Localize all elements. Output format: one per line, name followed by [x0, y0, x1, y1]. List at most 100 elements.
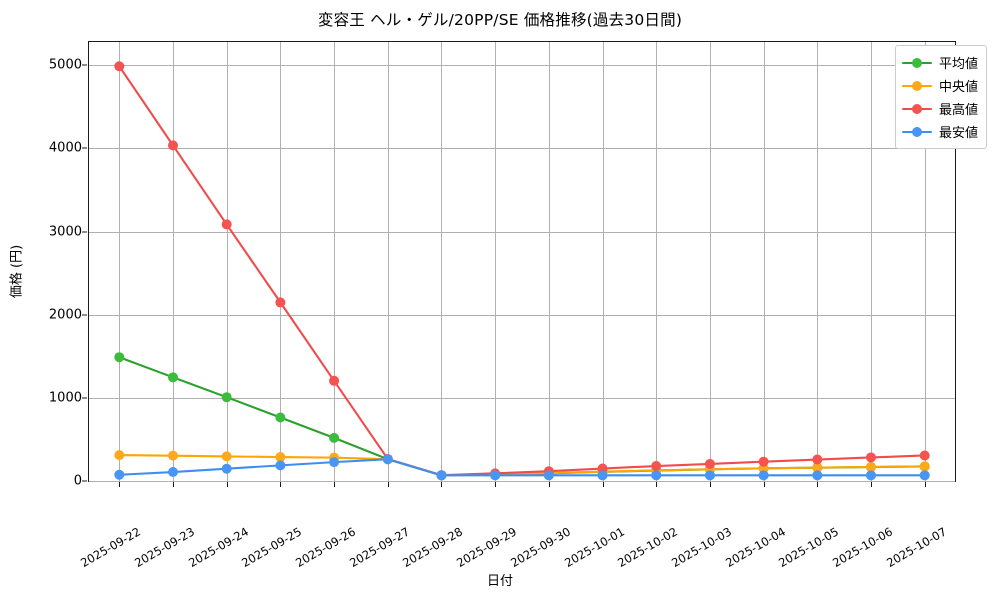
plot-area — [88, 41, 956, 482]
data-point — [543, 470, 554, 481]
data-point — [275, 412, 286, 423]
legend-item-0[interactable]: 平均値 — [901, 51, 978, 74]
data-point — [812, 470, 823, 481]
x-tick-mark — [656, 482, 658, 487]
x-tick-label: 2025-10-07 — [884, 491, 1000, 570]
data-point — [597, 470, 608, 481]
data-point — [704, 470, 715, 481]
gridline-vertical — [870, 42, 872, 481]
legend-item-3[interactable]: 最安値 — [901, 120, 978, 143]
data-point — [114, 469, 125, 480]
data-point — [168, 372, 179, 383]
y-tick-mark — [82, 231, 87, 233]
data-point — [329, 432, 340, 443]
data-point — [436, 470, 447, 481]
y-tick-mark — [82, 397, 87, 399]
data-point — [221, 451, 232, 462]
data-point — [221, 392, 232, 403]
gridline-vertical — [173, 42, 174, 481]
x-tick-mark — [924, 482, 926, 487]
x-tick-mark — [226, 482, 228, 487]
series-line-2 — [118, 65, 926, 477]
legend-swatch-icon — [901, 125, 932, 139]
legend-item-1[interactable]: 中央値 — [901, 74, 978, 97]
legend-swatch-icon — [901, 79, 932, 93]
data-point — [651, 461, 662, 472]
data-point — [865, 470, 876, 481]
x-tick-mark — [387, 482, 389, 487]
series-line-1 — [118, 454, 926, 477]
data-point — [275, 452, 286, 463]
x-tick-mark — [441, 482, 443, 487]
gridline-vertical — [548, 42, 550, 481]
y-axis-label: 価格 (円) — [9, 244, 25, 299]
data-point — [114, 450, 125, 461]
data-point — [812, 454, 823, 465]
data-point — [168, 450, 179, 461]
data-point — [114, 352, 125, 363]
x-tick-mark — [495, 482, 497, 487]
y-tick-label: 5000 — [48, 57, 82, 73]
gridline-horizontal — [89, 481, 955, 482]
gridline-horizontal — [89, 148, 955, 150]
chart-legend: 平均値中央値最高値最安値 — [894, 45, 987, 149]
x-tick-mark — [280, 482, 282, 487]
data-point — [919, 450, 930, 461]
legend-label: 最高値 — [938, 103, 978, 118]
y-tick-mark — [82, 314, 87, 316]
gridline-vertical — [280, 42, 282, 481]
x-tick-mark — [763, 482, 765, 487]
data-point — [758, 470, 769, 481]
data-point — [758, 456, 769, 467]
y-tick-label: 0 — [73, 473, 82, 489]
gridline-horizontal — [89, 314, 955, 316]
x-tick-mark — [870, 482, 872, 487]
data-point — [275, 297, 286, 308]
y-tick-mark — [82, 480, 87, 482]
x-tick-mark — [817, 482, 819, 487]
x-axis: 2025-09-22 2025-09-23 2025-09-24 2025-09-25… — [78, 482, 956, 582]
series-line-0 — [118, 356, 926, 477]
data-point — [865, 452, 876, 463]
data-point — [812, 462, 823, 473]
legend-label: 平均値 — [938, 57, 978, 72]
data-point — [865, 461, 876, 472]
y-tick-label: 4000 — [48, 140, 82, 156]
legend-label: 最安値 — [938, 126, 978, 141]
y-tick-label: 1000 — [48, 390, 82, 406]
data-point — [275, 460, 286, 471]
chart-title: 変容王 ヘル・ゲル/20PP/SE 価格推移(過去30日間) — [317, 11, 683, 29]
series-lines — [114, 61, 930, 481]
data-point — [651, 470, 662, 481]
x-tick-mark — [119, 482, 121, 487]
y-axis: 0 1000 2000 3000 4000 5000 — [0, 41, 87, 489]
legend-label: 中央値 — [938, 80, 978, 95]
gridline-horizontal — [89, 231, 955, 233]
data-point — [329, 457, 340, 468]
y-tick-label: 3000 — [48, 224, 82, 240]
gridline-vertical — [226, 42, 228, 481]
gridline-vertical — [119, 42, 121, 481]
x-tick-mark — [709, 482, 711, 487]
x-tick-mark — [602, 482, 604, 487]
x-tick-mark — [548, 482, 550, 487]
data-point — [919, 470, 930, 481]
x-axis-label: 日付 — [486, 574, 513, 589]
y-tick-label: 2000 — [48, 307, 82, 323]
gridline-vertical — [602, 42, 604, 481]
data-point — [221, 463, 232, 474]
data-point — [919, 461, 930, 472]
data-point — [329, 375, 340, 386]
data-point — [704, 458, 715, 469]
y-tick-mark — [82, 147, 87, 149]
data-point — [168, 140, 179, 151]
gridline-vertical — [656, 42, 658, 481]
y-tick-mark — [82, 64, 87, 66]
gridline-horizontal — [89, 397, 955, 399]
data-point — [114, 61, 125, 72]
gridline-vertical — [334, 42, 336, 481]
gridline-vertical — [387, 42, 389, 481]
legend-item-2[interactable]: 最高値 — [901, 97, 978, 120]
legend-swatch-icon — [901, 56, 932, 70]
